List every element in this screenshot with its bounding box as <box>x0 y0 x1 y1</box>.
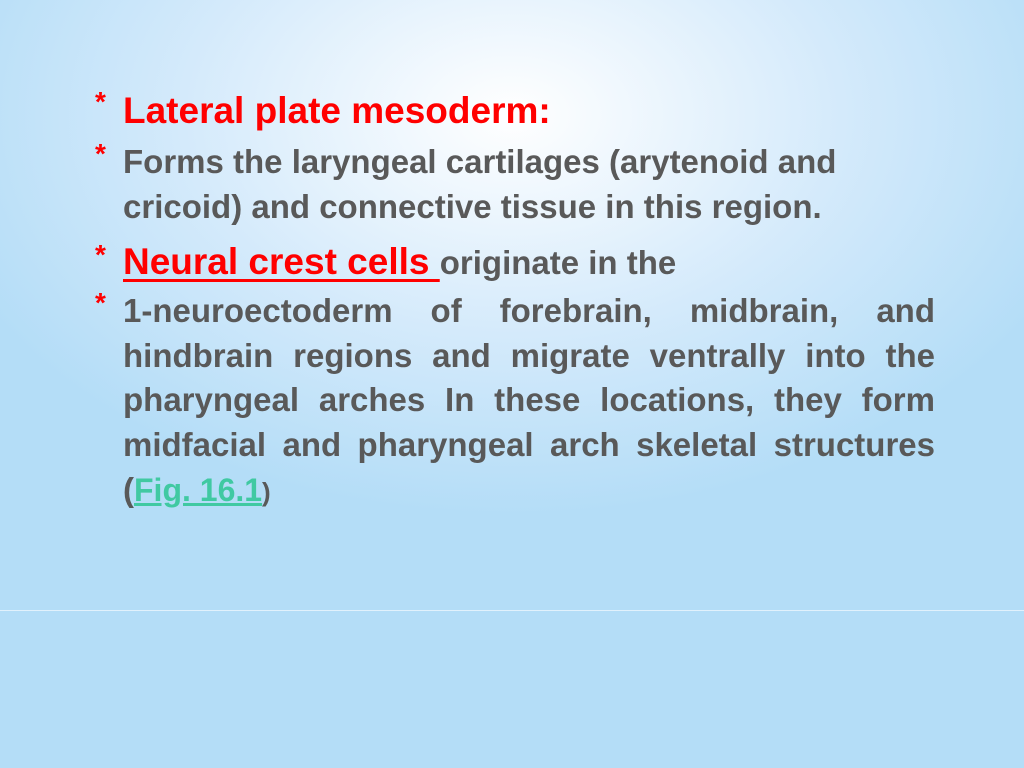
bullet-marker-icon: * <box>95 287 106 319</box>
bullet-marker-icon: * <box>95 86 106 118</box>
bullet-1: * Lateral plate mesoderm: <box>95 88 935 134</box>
heading-neural-crest: Neural crest cells <box>123 241 440 282</box>
bullet-3: * Neural crest cells originate in the <box>95 241 935 283</box>
bullet-marker-icon: * <box>95 138 106 170</box>
horizon-line <box>0 610 1024 611</box>
bullet-2: * Forms the laryngeal cartilages (aryten… <box>95 140 935 229</box>
slide-content: * Lateral plate mesoderm: * Forms the la… <box>95 88 935 512</box>
inline-originate: originate in the <box>440 244 677 281</box>
close-paren: ) <box>262 477 271 507</box>
fig-16-1-link[interactable]: Fig. 16.1 <box>134 472 262 508</box>
bullet-marker-icon: * <box>95 239 106 271</box>
bullet-4: * 1-neuroectoderm of forebrain, midbrain… <box>95 289 935 512</box>
body-forms-cartilages: Forms the laryngeal cartilages (arytenoi… <box>123 143 836 225</box>
heading-lateral-plate: Lateral plate mesoderm: <box>123 90 551 131</box>
